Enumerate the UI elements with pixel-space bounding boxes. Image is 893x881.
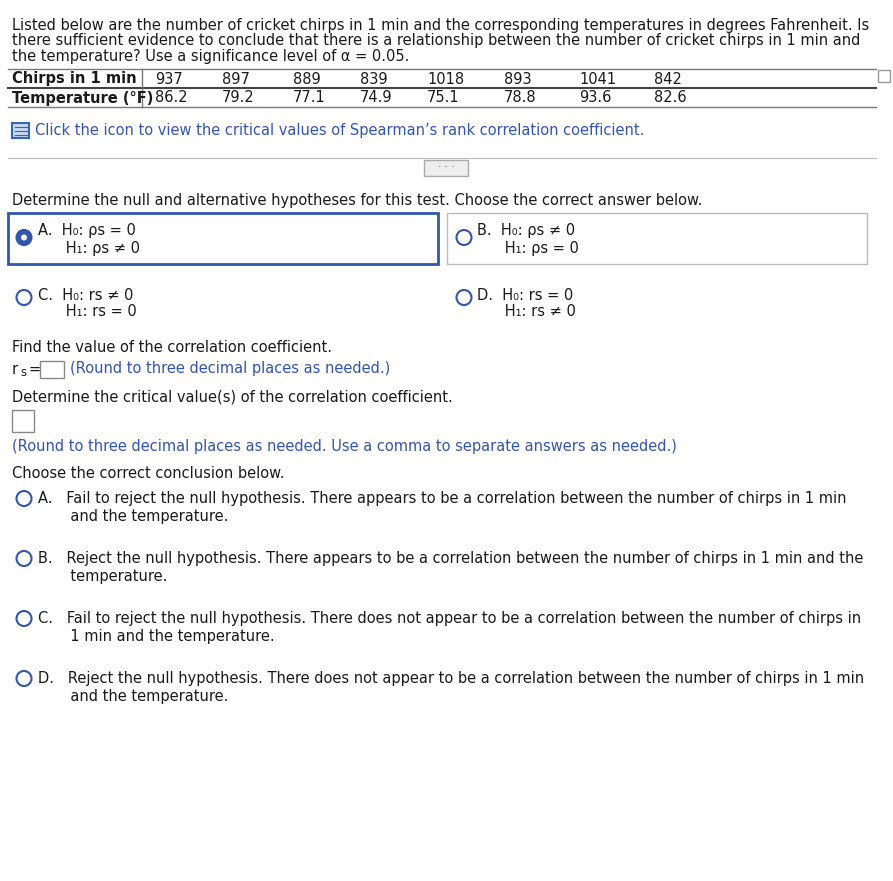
Bar xyxy=(12,410,34,432)
Text: Listed below are the number of cricket chirps in 1 min and the corresponding tem: Listed below are the number of cricket c… xyxy=(12,18,869,33)
Text: 86.2: 86.2 xyxy=(155,91,188,106)
Text: · · ·: · · · xyxy=(438,162,455,173)
Ellipse shape xyxy=(16,551,31,566)
Bar xyxy=(424,159,468,175)
Ellipse shape xyxy=(16,230,31,245)
Text: 842: 842 xyxy=(654,71,682,86)
Text: 78.8: 78.8 xyxy=(504,91,537,106)
Text: H₁: rs = 0: H₁: rs = 0 xyxy=(38,305,137,320)
Text: there sufficient evidence to conclude that there is a relationship between the n: there sufficient evidence to conclude th… xyxy=(12,33,860,48)
Text: and the temperature.: and the temperature. xyxy=(38,508,229,523)
Text: B.  H₀: ρs ≠ 0: B. H₀: ρs ≠ 0 xyxy=(477,224,575,239)
Bar xyxy=(40,360,64,379)
Bar xyxy=(878,70,890,82)
Text: =: = xyxy=(28,361,40,376)
Text: C.   Fail to reject the null hypothesis. There does not appear to be a correlati: C. Fail to reject the null hypothesis. T… xyxy=(38,611,861,626)
Text: 893: 893 xyxy=(504,71,531,86)
Bar xyxy=(8,213,438,263)
Ellipse shape xyxy=(21,234,27,241)
Text: D.   Reject the null hypothesis. There does not appear to be a correlation betwe: D. Reject the null hypothesis. There doe… xyxy=(38,671,864,686)
Text: H₁: rs ≠ 0: H₁: rs ≠ 0 xyxy=(477,305,576,320)
Text: Chirps in 1 min: Chirps in 1 min xyxy=(12,71,137,86)
Text: s: s xyxy=(20,366,26,379)
Text: 889: 889 xyxy=(293,71,321,86)
Bar xyxy=(447,213,867,263)
Bar xyxy=(12,122,29,137)
Text: 937: 937 xyxy=(155,71,183,86)
Text: 93.6: 93.6 xyxy=(579,91,612,106)
Text: A.  H₀: ρs = 0: A. H₀: ρs = 0 xyxy=(38,224,136,239)
Text: 839: 839 xyxy=(360,71,388,86)
Ellipse shape xyxy=(456,230,472,245)
Text: 75.1: 75.1 xyxy=(427,91,460,106)
Text: (Round to three decimal places as needed.): (Round to three decimal places as needed… xyxy=(70,361,390,376)
Text: Click the icon to view the critical values of Spearman’s rank correlation coeffi: Click the icon to view the critical valu… xyxy=(35,123,645,138)
Text: r: r xyxy=(12,361,18,376)
Text: 82.6: 82.6 xyxy=(654,91,687,106)
Text: Find the value of the correlation coefficient.: Find the value of the correlation coeffi… xyxy=(12,339,332,354)
Text: H₁: ρs = 0: H₁: ρs = 0 xyxy=(477,241,579,255)
Text: C.  H₀: rs ≠ 0: C. H₀: rs ≠ 0 xyxy=(38,287,133,302)
Ellipse shape xyxy=(456,290,472,305)
Text: and the temperature.: and the temperature. xyxy=(38,688,229,704)
Text: 79.2: 79.2 xyxy=(222,91,255,106)
Text: 74.9: 74.9 xyxy=(360,91,393,106)
Text: the temperature? Use a significance level of α = 0.05.: the temperature? Use a significance leve… xyxy=(12,49,409,64)
Text: 1 min and the temperature.: 1 min and the temperature. xyxy=(38,628,275,643)
Text: 77.1: 77.1 xyxy=(293,91,326,106)
Text: D.  H₀: rs = 0: D. H₀: rs = 0 xyxy=(477,287,573,302)
Text: temperature.: temperature. xyxy=(38,568,167,583)
Text: B.   Reject the null hypothesis. There appears to be a correlation between the n: B. Reject the null hypothesis. There app… xyxy=(38,552,864,566)
Text: 1041: 1041 xyxy=(579,71,616,86)
Text: (Round to three decimal places as needed. Use a comma to separate answers as nee: (Round to three decimal places as needed… xyxy=(12,440,677,455)
Text: 897: 897 xyxy=(222,71,250,86)
Text: H₁: ρs ≠ 0: H₁: ρs ≠ 0 xyxy=(38,241,140,255)
Text: Determine the critical value(s) of the correlation coefficient.: Determine the critical value(s) of the c… xyxy=(12,389,453,404)
Text: 1018: 1018 xyxy=(427,71,464,86)
Ellipse shape xyxy=(16,671,31,686)
Text: A.   Fail to reject the null hypothesis. There appears to be a correlation betwe: A. Fail to reject the null hypothesis. T… xyxy=(38,492,847,507)
Text: Temperature (°F): Temperature (°F) xyxy=(12,91,154,106)
Text: Choose the correct conclusion below.: Choose the correct conclusion below. xyxy=(12,465,285,480)
Ellipse shape xyxy=(16,290,31,305)
Ellipse shape xyxy=(16,611,31,626)
Ellipse shape xyxy=(16,491,31,506)
Text: Determine the null and alternative hypotheses for this test. Choose the correct : Determine the null and alternative hypot… xyxy=(12,194,703,209)
